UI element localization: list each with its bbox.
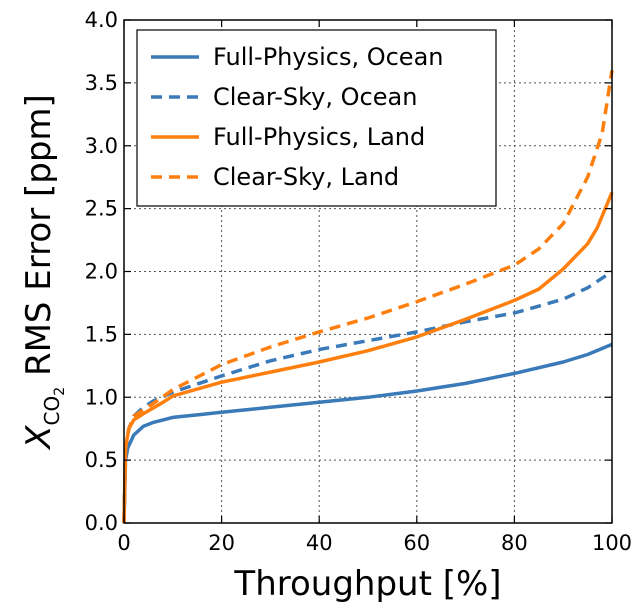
y-tick-label: 3.5 — [85, 71, 118, 95]
y-axis-label-prefix: X — [19, 425, 59, 451]
legend-label: Full-Physics, Ocean — [213, 43, 443, 71]
legend-label: Full-Physics, Land — [213, 123, 425, 151]
legend-label: Clear-Sky, Ocean — [213, 83, 417, 111]
y-tick-label: 3.0 — [85, 134, 118, 158]
y-axis-label-subscript: CO — [40, 396, 64, 426]
x-tick-label: 0 — [117, 531, 130, 555]
y-tick-label: 1.0 — [85, 385, 118, 409]
series-line-1 — [122, 342, 613, 524]
y-tick-label: 2.0 — [85, 260, 118, 284]
series-line-3 — [122, 191, 614, 524]
x-tick-label: 40 — [306, 531, 333, 555]
y-tick-label: 0.0 — [85, 511, 118, 535]
axis-ticks: 0 20 40 60 80 100 0.0 0.5 1.0 1.5 2.0 2.5 3.0 3.5 4.0 — [85, 8, 632, 555]
x-axis-label: Throughput [%] — [233, 564, 501, 604]
series-line-4 — [122, 70, 614, 524]
y-axis-label-suffix: RMS Error [ppm] — [19, 94, 59, 387]
legend: Full-Physics, Ocean Clear-Sky, Ocean Full-… — [136, 29, 497, 207]
series-line-2 — [122, 270, 613, 524]
x-tick-label: 60 — [403, 531, 430, 555]
x-tick-label: 100 — [592, 531, 632, 555]
y-tick-label: 1.5 — [85, 322, 118, 346]
x-tick-label: 20 — [208, 531, 235, 555]
y-tick-label: 2.5 — [85, 197, 118, 221]
y-tick-label: 0.5 — [85, 448, 118, 472]
plot-lines — [122, 70, 614, 524]
y-tick-label: 4.0 — [85, 8, 118, 32]
x-tick-label: 80 — [501, 531, 528, 555]
legend-label: Clear-Sky, Land — [213, 163, 399, 191]
y-axis-label-sub-subscript: 2 — [52, 387, 68, 396]
y-axis-label: XCO2 RMS Error [ppm] — [19, 94, 68, 451]
